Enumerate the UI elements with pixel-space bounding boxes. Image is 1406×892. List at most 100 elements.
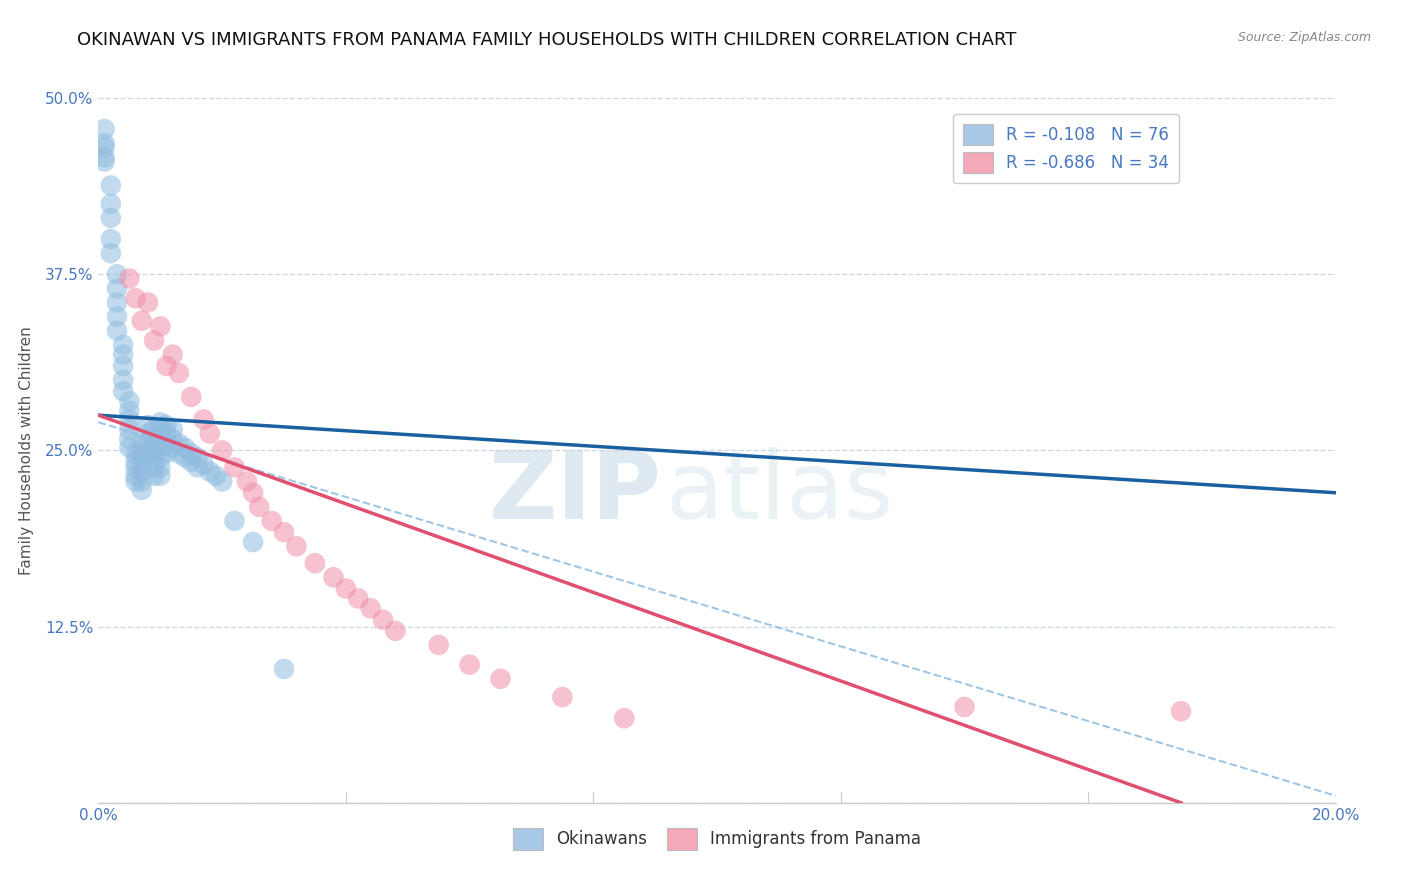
Point	[167, 436, 190, 450]
Point	[100, 246, 122, 260]
Point	[613, 711, 636, 725]
Point	[162, 432, 184, 446]
Point	[143, 468, 166, 483]
Point	[322, 570, 344, 584]
Point	[174, 441, 197, 455]
Text: OKINAWAN VS IMMIGRANTS FROM PANAMA FAMILY HOUSEHOLDS WITH CHILDREN CORRELATION C: OKINAWAN VS IMMIGRANTS FROM PANAMA FAMIL…	[77, 31, 1017, 49]
Point	[198, 426, 221, 441]
Point	[124, 291, 146, 305]
Point	[93, 150, 115, 164]
Point	[224, 460, 246, 475]
Text: Source: ZipAtlas.com: Source: ZipAtlas.com	[1237, 31, 1371, 45]
Point	[186, 460, 208, 475]
Point	[224, 514, 246, 528]
Point	[155, 436, 177, 450]
Point	[118, 404, 141, 418]
Point	[953, 700, 976, 714]
Point	[155, 426, 177, 441]
Point	[193, 412, 215, 426]
Point	[118, 412, 141, 426]
Point	[155, 359, 177, 373]
Point	[143, 450, 166, 465]
Point	[149, 422, 172, 436]
Point	[551, 690, 574, 705]
Point	[162, 441, 184, 455]
Point	[335, 582, 357, 596]
Point	[112, 338, 135, 352]
Point	[143, 422, 166, 436]
Point	[143, 460, 166, 475]
Point	[105, 268, 128, 282]
Point	[136, 426, 159, 441]
Point	[118, 441, 141, 455]
Point	[427, 638, 450, 652]
Point	[193, 458, 215, 472]
Point	[143, 441, 166, 455]
Point	[143, 432, 166, 446]
Point	[105, 295, 128, 310]
Point	[93, 136, 115, 151]
Point	[211, 475, 233, 489]
Point	[112, 359, 135, 373]
Point	[143, 334, 166, 348]
Point	[105, 324, 128, 338]
Point	[304, 556, 326, 570]
Point	[136, 436, 159, 450]
Point	[347, 591, 370, 606]
Point	[198, 465, 221, 479]
Point	[167, 366, 190, 380]
Point	[105, 281, 128, 295]
Point	[93, 140, 115, 154]
Point	[100, 178, 122, 193]
Point	[124, 475, 146, 489]
Point	[242, 535, 264, 549]
Point	[205, 468, 228, 483]
Point	[273, 525, 295, 540]
Point	[1170, 704, 1192, 718]
Y-axis label: Family Households with Children: Family Households with Children	[18, 326, 34, 574]
Point	[260, 514, 283, 528]
Point	[273, 662, 295, 676]
Point	[112, 348, 135, 362]
Point	[162, 348, 184, 362]
Point	[118, 394, 141, 409]
Point	[149, 432, 172, 446]
Point	[100, 232, 122, 246]
Point	[155, 446, 177, 460]
Point	[285, 539, 308, 553]
Point	[131, 314, 153, 328]
Text: atlas: atlas	[665, 447, 893, 539]
Point	[247, 500, 270, 514]
Point	[371, 613, 394, 627]
Point	[136, 418, 159, 433]
Point	[236, 475, 259, 489]
Point	[149, 319, 172, 334]
Point	[149, 460, 172, 475]
Point	[131, 455, 153, 469]
Point	[131, 475, 153, 489]
Point	[118, 422, 141, 436]
Point	[131, 436, 153, 450]
Point	[174, 450, 197, 465]
Point	[100, 197, 122, 211]
Point	[149, 468, 172, 483]
Point	[186, 450, 208, 465]
Point	[124, 468, 146, 483]
Point	[100, 211, 122, 225]
Point	[118, 271, 141, 285]
Point	[136, 295, 159, 310]
Point	[167, 446, 190, 460]
Legend: Okinawans, Immigrants from Panama: Okinawans, Immigrants from Panama	[505, 820, 929, 858]
Point	[112, 384, 135, 399]
Point	[180, 390, 202, 404]
Point	[105, 310, 128, 324]
Point	[155, 418, 177, 433]
Point	[131, 483, 153, 497]
Point	[124, 455, 146, 469]
Point	[149, 415, 172, 429]
Point	[136, 446, 159, 460]
Point	[180, 446, 202, 460]
Point	[131, 465, 153, 479]
Point	[131, 446, 153, 460]
Point	[112, 373, 135, 387]
